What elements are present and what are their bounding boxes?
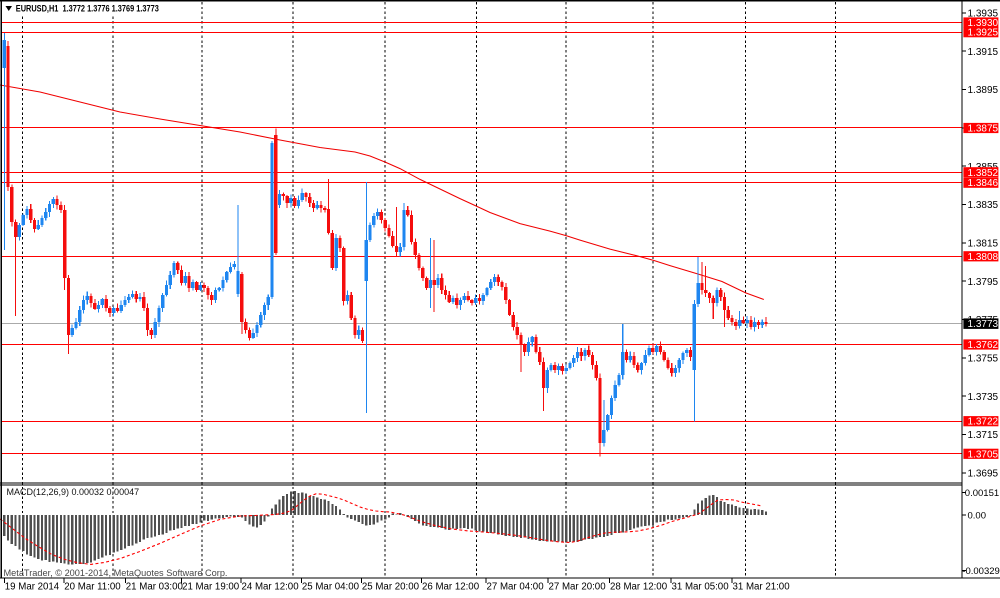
- svg-text:1.3815: 1.3815: [968, 239, 999, 250]
- svg-text:1.3852: 1.3852: [968, 168, 999, 179]
- svg-text:24 Mar 12:00: 24 Mar 12:00: [242, 582, 300, 593]
- svg-text:1.3755: 1.3755: [968, 354, 999, 365]
- svg-text:1.3925: 1.3925: [968, 28, 999, 39]
- svg-text:25 Mar 04:00: 25 Mar 04:00: [302, 582, 360, 593]
- svg-text:MACD(12,26,9) 0.00032 0.00047: MACD(12,26,9) 0.00032 0.00047: [7, 487, 140, 497]
- svg-text:21 Mar 03:00: 21 Mar 03:00: [126, 582, 184, 593]
- svg-text:1.3915: 1.3915: [968, 47, 999, 58]
- svg-text:31 Mar 05:00: 31 Mar 05:00: [672, 582, 730, 593]
- svg-text:1.3895: 1.3895: [968, 85, 999, 96]
- svg-text:27 Mar 20:00: 27 Mar 20:00: [549, 582, 607, 593]
- svg-text:1.3773: 1.3773: [968, 319, 999, 330]
- svg-text:26 Mar 12:00: 26 Mar 12:00: [422, 582, 480, 593]
- svg-text:-0.00329: -0.00329: [962, 566, 1000, 577]
- svg-text:1.3795: 1.3795: [968, 277, 999, 288]
- svg-text:1.3705: 1.3705: [968, 449, 999, 460]
- svg-text:0.00: 0.00: [968, 510, 987, 521]
- svg-text:1.3735: 1.3735: [968, 392, 999, 403]
- svg-text:31 Mar 21:00: 31 Mar 21:00: [733, 582, 791, 593]
- svg-text:20 Mar 11:00: 20 Mar 11:00: [64, 582, 121, 593]
- svg-text:1.3715: 1.3715: [968, 430, 999, 441]
- svg-text:27 Mar 04:00: 27 Mar 04:00: [487, 582, 545, 593]
- svg-text:0.00151: 0.00151: [965, 488, 999, 499]
- svg-text:19 Mar 2014: 19 Mar 2014: [5, 582, 60, 593]
- svg-text:1.3835: 1.3835: [968, 200, 999, 211]
- svg-text:1.3935: 1.3935: [968, 9, 999, 20]
- svg-text:MetaTrader, © 2001-2014, MetaQ: MetaTrader, © 2001-2014, MetaQuotes Soft…: [4, 568, 228, 578]
- svg-text:1.3875: 1.3875: [968, 124, 999, 135]
- svg-text:25 Mar 20:00: 25 Mar 20:00: [362, 582, 420, 593]
- svg-text:EURUSD,H1 1.3772 1.3776 1.376: EURUSD,H1 1.3772 1.3776 1.3769 1.3773: [16, 3, 159, 14]
- svg-text:1.3846: 1.3846: [968, 178, 999, 189]
- svg-text:1.3722: 1.3722: [968, 417, 999, 428]
- svg-text:28 Mar 12:00: 28 Mar 12:00: [610, 582, 668, 593]
- svg-text:1.3762: 1.3762: [968, 340, 999, 351]
- svg-text:1.3808: 1.3808: [968, 252, 999, 263]
- svg-text:1.3695: 1.3695: [968, 469, 999, 480]
- svg-text:21 Mar 19:00: 21 Mar 19:00: [182, 582, 240, 593]
- svg-text:1.3930: 1.3930: [968, 18, 999, 29]
